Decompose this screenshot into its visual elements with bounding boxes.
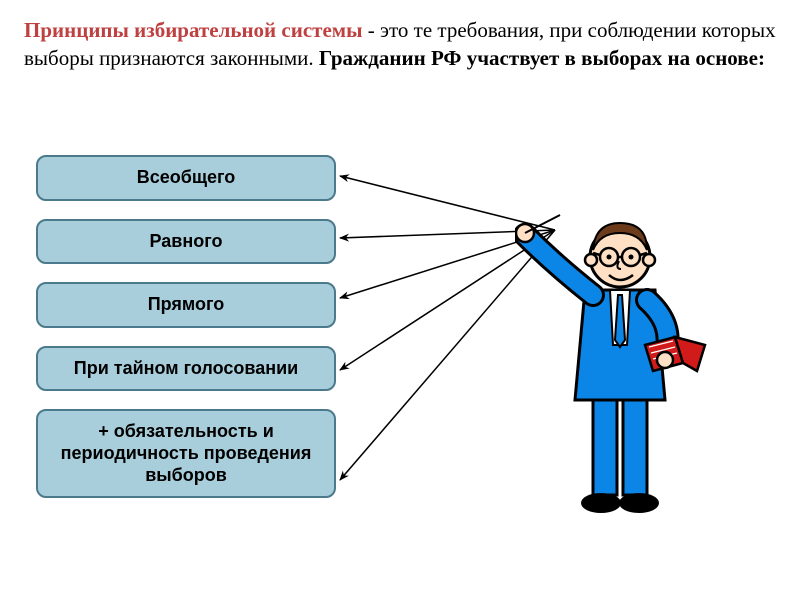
- principle-label: Равного: [150, 231, 223, 251]
- book-icon: [645, 337, 705, 371]
- principle-label: Прямого: [148, 294, 225, 314]
- principle-box-4: При тайном голосовании: [36, 346, 336, 392]
- hair: [593, 223, 647, 250]
- teacher-illustration: [515, 195, 715, 525]
- principle-label: При тайном голосовании: [74, 358, 298, 378]
- arrow-line: [340, 230, 555, 370]
- nose: [617, 261, 621, 269]
- principle-box-3: Прямого: [36, 282, 336, 328]
- arrow-line: [340, 230, 555, 298]
- shoe-left: [581, 493, 621, 513]
- arm-left: [647, 300, 668, 355]
- head: [590, 227, 650, 287]
- ear-left: [585, 254, 597, 266]
- arm-right: [525, 235, 593, 295]
- title-dash: -: [362, 18, 380, 42]
- shirt: [610, 290, 630, 345]
- header-paragraph: Принципы избирательной системы - это те …: [0, 0, 800, 73]
- principle-label: + обязательность и периодичность проведе…: [61, 421, 312, 484]
- principle-boxes: Всеобщего Равного Прямого При тайном гол…: [36, 155, 336, 498]
- mouth: [609, 275, 633, 280]
- leg-right: [623, 395, 647, 495]
- shoe-right: [619, 493, 659, 513]
- hand-right: [516, 224, 534, 242]
- glasses-icon: [593, 248, 647, 266]
- eye-right: [629, 255, 634, 260]
- principle-box-1: Всеобщего: [36, 155, 336, 201]
- arm-left-outline: [647, 300, 668, 355]
- hand-left: [657, 352, 673, 368]
- principle-box-5: + обязательность и периодичность проведе…: [36, 409, 336, 498]
- jacket: [575, 290, 665, 400]
- principle-box-2: Равного: [36, 219, 336, 265]
- bold-tail: Гражданин РФ участвует в выборах на осно…: [319, 46, 765, 70]
- arm-right-fill: [525, 235, 593, 295]
- arm-right-outline: [525, 235, 593, 295]
- arrow-line: [340, 230, 555, 238]
- arrow-line: [340, 176, 555, 230]
- principle-label: Всеобщего: [137, 167, 236, 187]
- ear-right: [643, 254, 655, 266]
- arrow-line: [340, 230, 555, 480]
- eye-left: [607, 255, 612, 260]
- leg-left: [593, 395, 617, 495]
- tie: [615, 295, 625, 347]
- pointer-stick: [525, 215, 560, 233]
- title-text: Принципы избирательной системы: [24, 18, 362, 42]
